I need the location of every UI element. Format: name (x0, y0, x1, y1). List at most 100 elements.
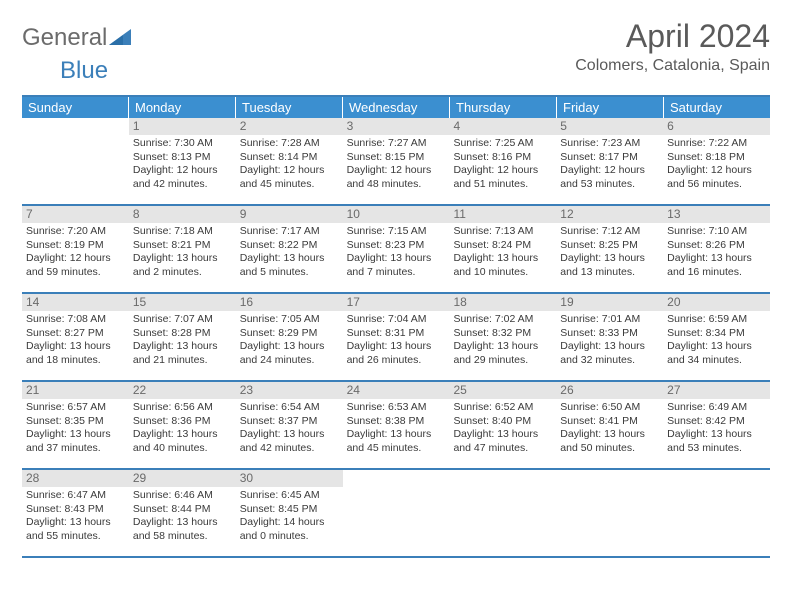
day-line: and 48 minutes. (347, 178, 446, 191)
day-line: Sunrise: 6:46 AM (133, 489, 232, 502)
month-title: April 2024 (575, 18, 770, 55)
day-line: Sunrise: 7:04 AM (347, 313, 446, 326)
day-cell: 13Sunrise: 7:10 AMSunset: 8:26 PMDayligh… (663, 206, 770, 292)
day-cell: 28Sunrise: 6:47 AMSunset: 8:43 PMDayligh… (22, 470, 129, 556)
day-line: and 32 minutes. (560, 354, 659, 367)
day-cell: 22Sunrise: 6:56 AMSunset: 8:36 PMDayligh… (129, 382, 236, 468)
day-number: 26 (556, 382, 663, 399)
day-line: Sunset: 8:43 PM (26, 503, 125, 516)
calendar: SundayMondayTuesdayWednesdayThursdayFrid… (22, 95, 770, 558)
day-line: Sunset: 8:15 PM (347, 151, 446, 164)
day-line: and 18 minutes. (26, 354, 125, 367)
day-line: Sunset: 8:13 PM (133, 151, 232, 164)
day-number: 18 (449, 294, 556, 311)
day-line: and 42 minutes. (240, 442, 339, 455)
day-content: Sunrise: 6:59 AMSunset: 8:34 PMDaylight:… (663, 311, 770, 371)
day-number: 2 (236, 118, 343, 135)
day-line: Daylight: 13 hours (347, 340, 446, 353)
day-line: Sunrise: 7:08 AM (26, 313, 125, 326)
day-line: Sunrise: 7:15 AM (347, 225, 446, 238)
day-line: Daylight: 13 hours (26, 340, 125, 353)
day-cell (449, 470, 556, 556)
day-number: 9 (236, 206, 343, 223)
day-line: Sunrise: 7:25 AM (453, 137, 552, 150)
day-number: 23 (236, 382, 343, 399)
day-number (343, 470, 450, 486)
logo-triangle-icon (109, 24, 131, 52)
day-line: Sunrise: 7:23 AM (560, 137, 659, 150)
day-line: Sunset: 8:14 PM (240, 151, 339, 164)
day-line: Sunset: 8:29 PM (240, 327, 339, 340)
day-number: 15 (129, 294, 236, 311)
day-header: Saturday (664, 97, 770, 118)
day-line: Daylight: 13 hours (26, 428, 125, 441)
day-content: Sunrise: 7:17 AMSunset: 8:22 PMDaylight:… (236, 223, 343, 283)
day-content: Sunrise: 7:25 AMSunset: 8:16 PMDaylight:… (449, 135, 556, 195)
day-line: Sunset: 8:36 PM (133, 415, 232, 428)
day-line: Sunset: 8:22 PM (240, 239, 339, 252)
day-line: and 42 minutes. (133, 178, 232, 191)
day-line: Daylight: 12 hours (240, 164, 339, 177)
day-number (663, 470, 770, 486)
day-content: Sunrise: 7:22 AMSunset: 8:18 PMDaylight:… (663, 135, 770, 195)
day-cell (556, 470, 663, 556)
day-line: and 2 minutes. (133, 266, 232, 279)
day-line: Daylight: 12 hours (26, 252, 125, 265)
day-line: Sunset: 8:35 PM (26, 415, 125, 428)
day-number: 19 (556, 294, 663, 311)
day-line: and 7 minutes. (347, 266, 446, 279)
day-line: Daylight: 13 hours (240, 428, 339, 441)
day-line: Sunrise: 6:52 AM (453, 401, 552, 414)
day-number (22, 118, 129, 134)
day-content: Sunrise: 6:45 AMSunset: 8:45 PMDaylight:… (236, 487, 343, 547)
day-line: Sunrise: 6:59 AM (667, 313, 766, 326)
day-cell (343, 470, 450, 556)
day-line: Daylight: 13 hours (667, 428, 766, 441)
day-line: Sunrise: 7:17 AM (240, 225, 339, 238)
day-line: Daylight: 13 hours (133, 516, 232, 529)
day-line: Sunrise: 7:12 AM (560, 225, 659, 238)
day-number (449, 470, 556, 486)
day-line: Daylight: 13 hours (240, 252, 339, 265)
day-line: and 56 minutes. (667, 178, 766, 191)
day-line: Sunset: 8:31 PM (347, 327, 446, 340)
day-header: Wednesday (343, 97, 450, 118)
day-line: Sunset: 8:33 PM (560, 327, 659, 340)
day-number: 20 (663, 294, 770, 311)
day-line: Sunset: 8:44 PM (133, 503, 232, 516)
day-content: Sunrise: 6:52 AMSunset: 8:40 PMDaylight:… (449, 399, 556, 459)
day-line: and 45 minutes. (240, 178, 339, 191)
day-cell: 3Sunrise: 7:27 AMSunset: 8:15 PMDaylight… (343, 118, 450, 204)
day-number: 14 (22, 294, 129, 311)
day-cell: 15Sunrise: 7:07 AMSunset: 8:28 PMDayligh… (129, 294, 236, 380)
day-cell: 19Sunrise: 7:01 AMSunset: 8:33 PMDayligh… (556, 294, 663, 380)
day-number: 12 (556, 206, 663, 223)
day-cell: 24Sunrise: 6:53 AMSunset: 8:38 PMDayligh… (343, 382, 450, 468)
day-content: Sunrise: 6:54 AMSunset: 8:37 PMDaylight:… (236, 399, 343, 459)
day-content: Sunrise: 6:50 AMSunset: 8:41 PMDaylight:… (556, 399, 663, 459)
day-cell: 6Sunrise: 7:22 AMSunset: 8:18 PMDaylight… (663, 118, 770, 204)
day-content: Sunrise: 6:53 AMSunset: 8:38 PMDaylight:… (343, 399, 450, 459)
day-cell: 29Sunrise: 6:46 AMSunset: 8:44 PMDayligh… (129, 470, 236, 556)
day-header: Tuesday (236, 97, 343, 118)
day-line: and 0 minutes. (240, 530, 339, 543)
day-line: Sunrise: 7:02 AM (453, 313, 552, 326)
day-line: Daylight: 13 hours (667, 252, 766, 265)
day-content: Sunrise: 6:47 AMSunset: 8:43 PMDaylight:… (22, 487, 129, 547)
day-line: Daylight: 13 hours (133, 252, 232, 265)
day-number: 4 (449, 118, 556, 135)
day-number (556, 470, 663, 486)
day-cell: 1Sunrise: 7:30 AMSunset: 8:13 PMDaylight… (129, 118, 236, 204)
day-line: Sunset: 8:34 PM (667, 327, 766, 340)
day-line: Sunset: 8:42 PM (667, 415, 766, 428)
day-cell: 12Sunrise: 7:12 AMSunset: 8:25 PMDayligh… (556, 206, 663, 292)
day-line: Daylight: 13 hours (133, 340, 232, 353)
day-line: and 13 minutes. (560, 266, 659, 279)
day-line: Sunset: 8:23 PM (347, 239, 446, 252)
day-line: Sunrise: 6:53 AM (347, 401, 446, 414)
day-number: 11 (449, 206, 556, 223)
day-line: and 40 minutes. (133, 442, 232, 455)
day-line: Sunrise: 6:50 AM (560, 401, 659, 414)
logo: General (22, 18, 131, 52)
day-number: 22 (129, 382, 236, 399)
